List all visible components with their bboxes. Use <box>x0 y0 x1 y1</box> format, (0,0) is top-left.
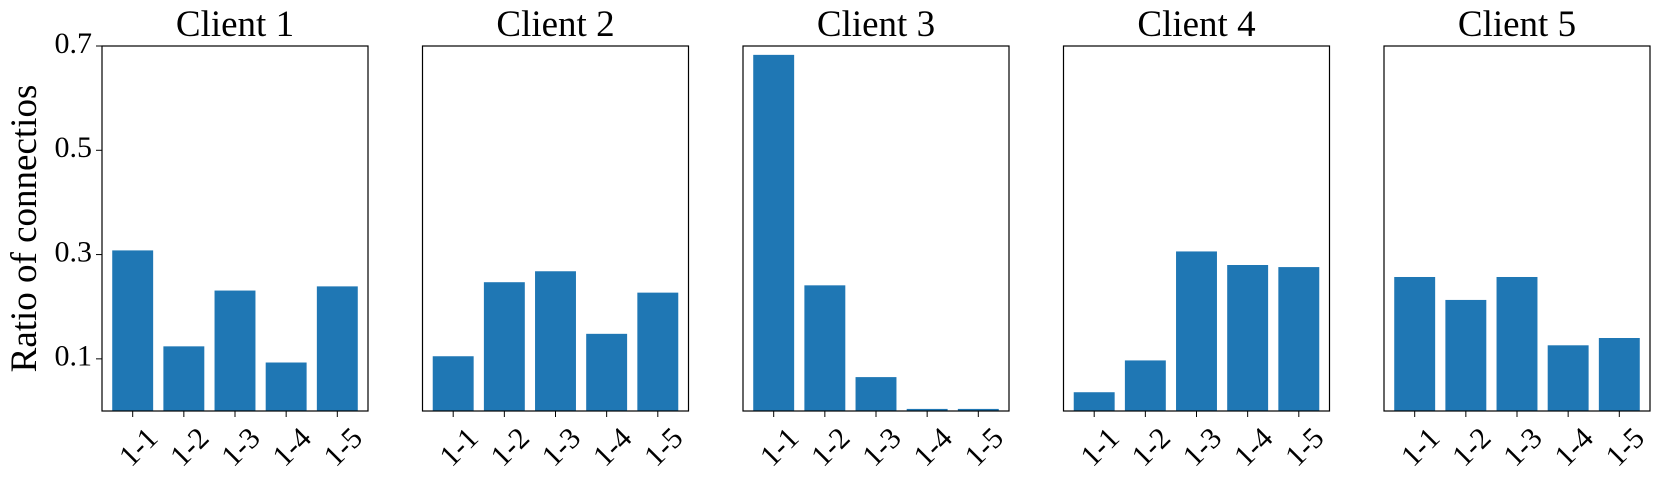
bar <box>957 408 999 411</box>
bar <box>906 408 948 411</box>
subplot-title: Client 2 <box>496 4 614 45</box>
x-tick-label: 1-2 <box>805 421 857 473</box>
y-tick-label: 0.5 <box>55 131 93 164</box>
bar <box>1547 345 1589 411</box>
subplot-title: Client 4 <box>1137 4 1255 45</box>
bar <box>483 282 525 411</box>
x-tick-label: 1-5 <box>1279 421 1331 473</box>
bar <box>112 250 154 411</box>
x-tick-label: 1-3 <box>1497 421 1549 473</box>
x-tick-label: 1-3 <box>856 421 908 473</box>
x-tick-label: 1-5 <box>317 421 369 473</box>
x-tick-label: 1-3 <box>536 421 588 473</box>
bar <box>1227 265 1269 411</box>
bar <box>1278 267 1320 411</box>
bar <box>316 286 358 411</box>
bar <box>535 271 576 411</box>
y-tick-label: 0.7 <box>55 27 93 60</box>
axes-frame <box>742 45 1010 412</box>
bar <box>1176 251 1217 411</box>
bar <box>855 377 897 411</box>
axes-frame <box>421 45 690 412</box>
subplot-title: Client 5 <box>1458 4 1576 45</box>
axes-frame <box>101 45 369 412</box>
bar <box>753 54 795 411</box>
x-tick-label: 1-1 <box>1074 421 1126 473</box>
x-tick-label: 1-1 <box>113 421 165 473</box>
bar <box>1445 299 1487 411</box>
x-tick-label: 1-4 <box>1228 421 1280 473</box>
bar <box>214 290 256 411</box>
x-tick-label: 1-1 <box>433 421 485 473</box>
bar <box>1496 276 1538 411</box>
x-tick-label: 1-5 <box>1599 421 1651 473</box>
x-tick-label: 1-1 <box>1395 421 1447 473</box>
subplot-title: Client 1 <box>176 4 294 45</box>
x-tick-label: 1-2 <box>164 421 216 473</box>
y-tick-label: 0.1 <box>55 340 93 373</box>
x-tick-label: 1-4 <box>907 421 959 473</box>
bar <box>432 356 474 411</box>
subplot-title: Client 3 <box>817 4 935 45</box>
bar <box>1598 338 1640 411</box>
bar <box>637 292 679 411</box>
bar <box>163 346 205 411</box>
axes-frame <box>1383 45 1651 412</box>
x-tick-label: 1-2 <box>484 421 536 473</box>
bar <box>804 285 846 411</box>
y-tick-label: 0.3 <box>55 235 93 268</box>
bar <box>1073 392 1115 411</box>
x-tick-label: 1-4 <box>587 421 639 473</box>
bar <box>1394 276 1436 411</box>
bar <box>586 333 628 411</box>
bar <box>265 362 307 411</box>
x-tick-label: 1-5 <box>958 421 1010 473</box>
x-tick-label: 1-2 <box>1125 421 1177 473</box>
x-tick-label: 1-4 <box>1548 421 1600 473</box>
x-tick-label: 1-3 <box>1177 421 1229 473</box>
bar <box>1124 360 1166 411</box>
x-tick-label: 1-5 <box>638 421 690 473</box>
axes-frame <box>1062 45 1331 412</box>
x-tick-label: 1-4 <box>266 421 318 473</box>
y-axis-label: Ratio of connectios <box>4 85 45 373</box>
x-tick-label: 1-1 <box>754 421 806 473</box>
x-tick-label: 1-2 <box>1446 421 1498 473</box>
x-tick-label: 1-3 <box>215 421 267 473</box>
